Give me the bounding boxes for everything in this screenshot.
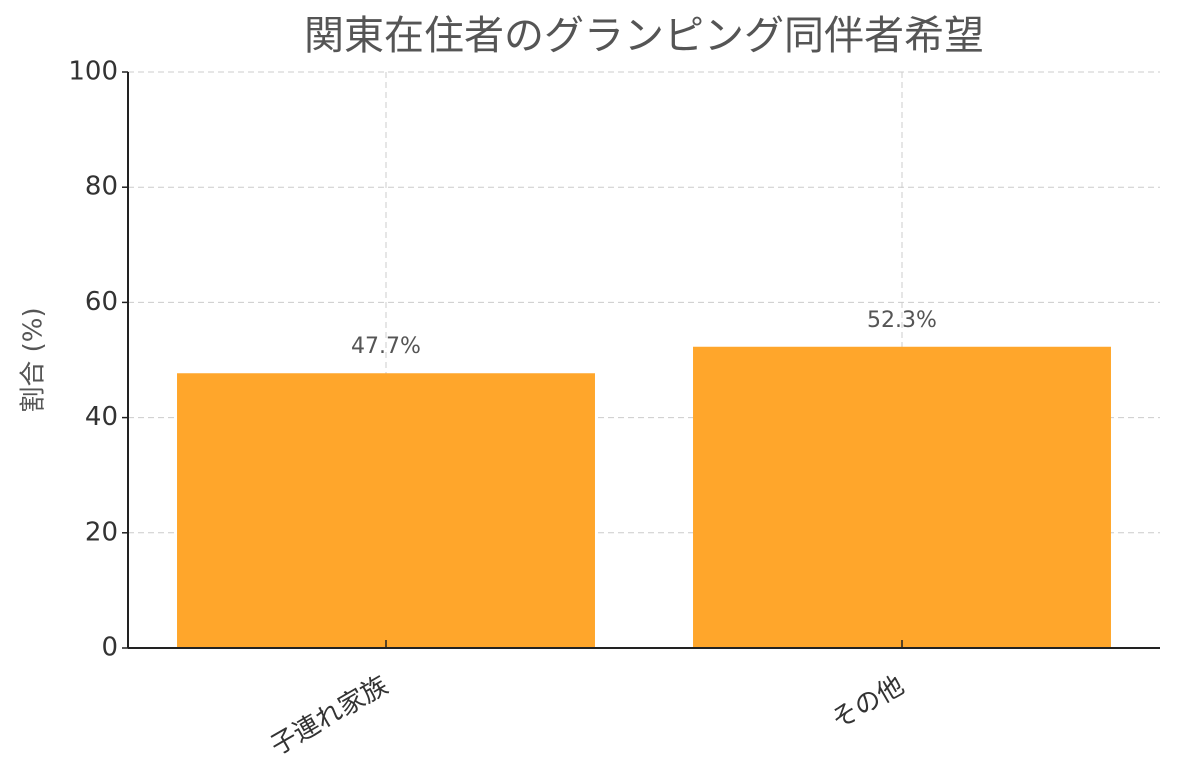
x-tick-label: 子連れ家族	[266, 671, 394, 762]
y-tick-label: 60	[85, 287, 118, 317]
y-tick-label: 0	[101, 633, 118, 663]
y-tick-label: 100	[68, 57, 118, 87]
y-tick-label: 40	[85, 402, 118, 432]
x-tick-label: その他	[827, 671, 910, 736]
bar	[693, 346, 1111, 648]
y-axis-label: 割合 (%)	[19, 307, 49, 412]
y-tick-label: 80	[85, 172, 118, 202]
data-label: 52.3%	[867, 308, 937, 333]
data-label: 47.7%	[351, 334, 421, 359]
bar	[177, 373, 595, 648]
chart-title: 関東在住者のグランピング同伴者希望	[304, 13, 984, 59]
y-tick-label: 20	[85, 517, 118, 547]
